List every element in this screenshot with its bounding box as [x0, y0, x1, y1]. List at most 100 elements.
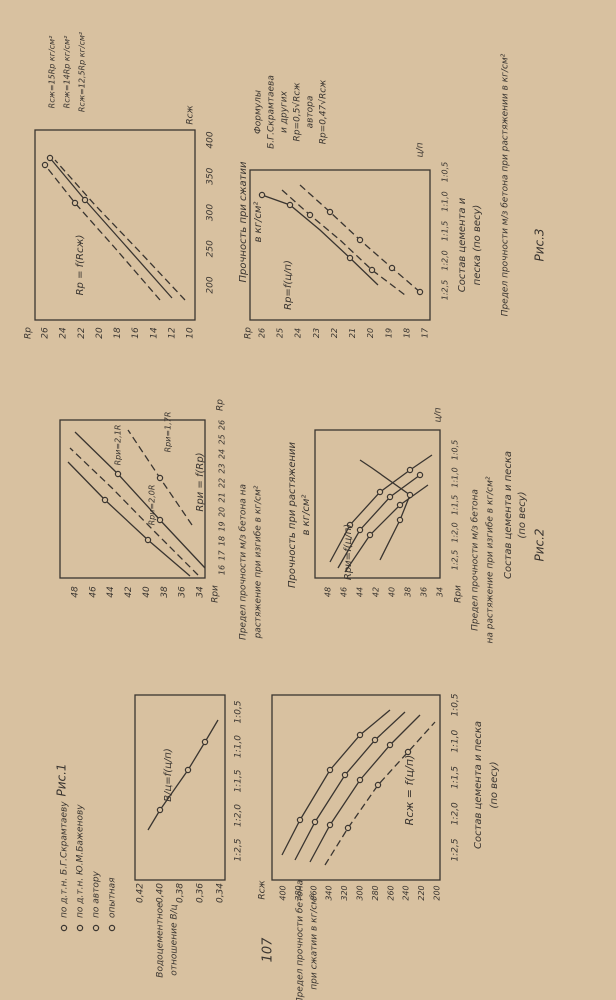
y-tick-label: 20 — [366, 328, 375, 338]
x-tick-label: 1:0,5 — [441, 162, 450, 183]
x-tick-label: 24 — [218, 449, 227, 459]
y-tick-label: 240 — [402, 885, 411, 900]
y-tick-label: 0,36 — [196, 883, 206, 903]
chart-formula: В/ц=f(ц/п) — [163, 748, 174, 801]
curve-point — [81, 196, 89, 204]
y-tick-label: 12 — [167, 327, 177, 339]
x-axis-label: в кг/см² — [253, 202, 264, 243]
x-tick-label: 1:2,0 — [451, 802, 461, 825]
y-tick-label: 34 — [436, 587, 445, 597]
x-axis-label: Состав цемента и — [457, 197, 468, 292]
legend-entry: Формулы — [254, 90, 264, 134]
figure-caption: Рис.3 — [533, 228, 547, 261]
chart-formula: Rри = f(Rр) — [195, 452, 206, 511]
x-tick-label: 1:1,5 — [441, 221, 450, 242]
x-tick-label: 21 — [218, 492, 227, 502]
y-tick-label: 0,40 — [156, 883, 166, 903]
x-tick-label: 1:0,5 — [234, 700, 244, 723]
y-tick-label: 16 — [131, 327, 141, 339]
x-tick-label: 1:2,5 — [451, 550, 460, 571]
top-label: Прочность при растяжении — [287, 441, 298, 588]
curve-point — [396, 516, 404, 524]
x-tick-label: 350 — [206, 167, 216, 184]
y-axis-label: Предел прочности м/з бетона при растяжен… — [501, 53, 511, 316]
chart-frame — [314, 429, 441, 579]
y-tick-label: 21 — [348, 328, 357, 338]
curve — [324, 721, 436, 866]
y-tick-label: 200 — [433, 885, 442, 900]
chart-frame — [271, 694, 441, 881]
curve-point — [406, 491, 414, 499]
figure-caption: Рис.1 — [55, 763, 69, 796]
chart-formula: Rсж = f(ц/п) — [403, 755, 416, 826]
x-tick-label: 1:1,5 — [234, 769, 244, 792]
x-tick-label: 18 — [218, 536, 227, 546]
curve-point — [311, 818, 319, 826]
x-tick-label: 1:1,5 — [451, 495, 460, 516]
y-tick-label: 340 — [325, 885, 334, 900]
y-tick-label: 42 — [372, 587, 381, 597]
y-tick-label: 360 — [309, 885, 318, 900]
y-tick-label: 26 — [258, 328, 267, 338]
y-tick-label: 320 — [340, 885, 349, 900]
y-tick-label: 20 — [95, 327, 105, 339]
x-tick-label: 1:2,0 — [441, 250, 450, 271]
y-axis-label: растяжение при изгибе в кг/см² — [254, 485, 264, 639]
y-tick-label: 34 — [196, 586, 206, 598]
y-tick-label: 26 — [41, 327, 51, 339]
y-tick-label: 25 — [276, 328, 285, 338]
y-tick-label: 48 — [324, 587, 333, 597]
x-tick-label: 25 — [218, 434, 227, 444]
curve-point — [376, 488, 384, 496]
annotation: Rри=1,7R — [164, 412, 173, 453]
y-axis-name: Rри — [211, 585, 221, 603]
y-tick-label: 23 — [312, 328, 321, 338]
y-tick-label: 22 — [330, 328, 339, 338]
curve — [337, 474, 421, 569]
y-tick-label: 46 — [340, 587, 349, 597]
y-tick-label: 17 — [421, 327, 430, 338]
y-tick-label: 24 — [59, 327, 69, 339]
curve-point — [356, 236, 364, 244]
y-axis-label: отношение В/ц — [170, 904, 180, 975]
y-tick-label: 40 — [388, 587, 397, 597]
y-axis-name: Rр — [24, 327, 34, 339]
curve-point — [296, 816, 304, 824]
x-tick-label: 1:1,0 — [234, 735, 244, 758]
x-tick-label: 26 — [218, 420, 227, 430]
curve — [344, 484, 429, 573]
x-tick-label: 22 — [218, 478, 227, 488]
x-axis-label: Состав цемента и песка — [473, 721, 484, 849]
y-tick-label: 18 — [402, 328, 411, 338]
legend-entry: Б.Г.Скрамтаева — [267, 75, 277, 149]
x-tick-label: 250 — [206, 240, 216, 257]
x-axis-name: ц/п — [416, 142, 426, 157]
x-tick-label: 1:2,5 — [441, 280, 450, 301]
curve-point — [341, 771, 349, 779]
y-tick-label: 46 — [88, 586, 98, 598]
x-axis-label: Прочность при сжатии — [238, 161, 249, 282]
x-axis-name: Rр — [216, 399, 226, 411]
curve-point — [344, 824, 352, 832]
curve-point — [368, 266, 376, 274]
curve-point — [326, 766, 334, 774]
curve — [147, 719, 219, 831]
curve-point — [386, 741, 394, 749]
curve — [281, 709, 391, 856]
curve-point — [386, 493, 394, 501]
y-tick-label: 220 — [417, 885, 426, 900]
chart-frame — [249, 169, 431, 321]
curve-point — [258, 191, 266, 199]
legend-symbol — [92, 924, 100, 932]
x-tick-label: 1:0,5 — [451, 693, 461, 716]
y-tick-label: 40 — [142, 586, 152, 598]
annotation: Rсж=15Rр кг/см² — [48, 35, 57, 108]
curve — [49, 157, 173, 299]
legend-symbol — [76, 924, 84, 932]
curve-point — [326, 208, 334, 216]
curve-point — [346, 521, 354, 529]
y-tick-label: 19 — [384, 328, 393, 338]
x-tick-label: 1:2,0 — [234, 804, 244, 827]
curve-point — [156, 474, 164, 482]
curve-point — [41, 161, 49, 169]
